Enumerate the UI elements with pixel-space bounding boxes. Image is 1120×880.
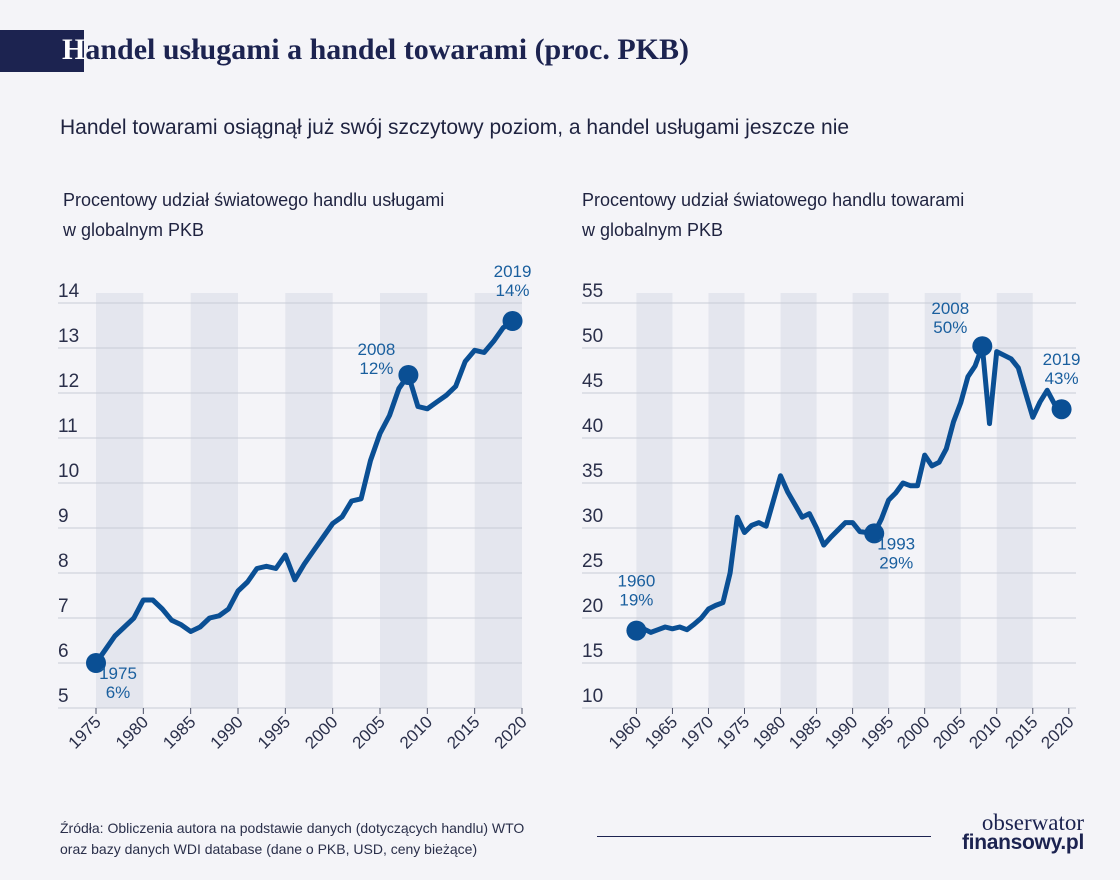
services-chart-title-line2: w globalnym PKB — [63, 220, 205, 240]
page-title: Handel usługami a handel towarami (proc.… — [62, 33, 689, 67]
goods-y-tick-label: 25 — [582, 551, 603, 572]
services-y-tick-label: 5 — [58, 686, 69, 707]
services-band — [285, 293, 333, 708]
goods-chart-title-line1: Procentowy udział światowego handlu towa… — [582, 190, 965, 210]
goods-highlight-point — [972, 336, 993, 357]
goods-band — [708, 293, 745, 708]
goods-y-tick-label: 20 — [582, 596, 603, 617]
goods-band — [780, 293, 817, 708]
goods-x-tick-label: 2005 — [929, 712, 969, 752]
services-chart-title-line1: Procentowy udział światowego handlu usłu… — [63, 190, 445, 210]
goods-x-tick-label: 2010 — [965, 712, 1005, 752]
goods-band — [924, 293, 961, 708]
logo-line-2: finansowy.pl — [961, 831, 1084, 854]
goods-x-tick-label: 2000 — [893, 712, 933, 752]
services-y-tick-label: 11 — [58, 416, 78, 437]
goods-x-tick-label: 2015 — [1001, 712, 1041, 752]
services-chart-title: Procentowy udział światowego handlu usłu… — [63, 185, 444, 245]
title-text: andel usługami a handel towarami (proc. … — [85, 33, 689, 66]
goods-highlight-point — [1051, 399, 1072, 420]
goods-x-tick-label: 1980 — [749, 712, 789, 752]
goods-y-tick-label: 35 — [582, 461, 603, 482]
services-y-tick-label: 13 — [58, 326, 79, 347]
services-band — [474, 293, 522, 708]
services-highlight-point — [398, 365, 419, 385]
goods-x-tick-label: 1985 — [785, 712, 825, 752]
services-highlight-year-label: 1975 — [99, 664, 137, 683]
goods-x-tick-label: 1975 — [713, 712, 753, 752]
services-highlight-value-label: 12% — [359, 359, 393, 378]
services-highlight-year-label: 2008 — [357, 340, 395, 359]
goods-x-tick-label: 2020 — [1037, 712, 1077, 752]
source-line-1: Źródła: Obliczenia autora na podstawie d… — [60, 820, 525, 836]
services-y-tick-label: 14 — [58, 281, 80, 302]
publisher-logo: obserwator finansowy.pl — [944, 810, 1084, 854]
services-band — [96, 293, 144, 708]
goods-highlight-year-label: 1960 — [617, 572, 655, 591]
goods-y-tick-label: 55 — [582, 281, 603, 302]
goods-x-tick-label: 1995 — [857, 712, 897, 752]
title-initial: H — [62, 33, 86, 66]
services-highlight-year-label: 2019 — [494, 262, 532, 281]
goods-x-tick-label: 1990 — [821, 712, 861, 752]
goods-x-tick-label: 1965 — [641, 712, 681, 752]
services-y-tick-label: 10 — [58, 461, 79, 482]
services-y-tick-label: 12 — [58, 371, 79, 392]
services-band — [380, 293, 428, 708]
goods-band — [636, 293, 673, 708]
services-highlight-point — [502, 311, 523, 331]
goods-highlight-value-label: 29% — [879, 553, 913, 572]
goods-series-line — [633, 343, 1065, 635]
goods-y-tick-label: 45 — [582, 371, 603, 392]
goods-chart-title: Procentowy udział światowego handlu towa… — [582, 185, 964, 245]
goods-y-tick-label: 15 — [582, 641, 603, 662]
goods-highlight-value-label: 19% — [619, 591, 653, 610]
goods-y-tick-label: 10 — [582, 686, 603, 707]
services-series-line — [93, 318, 515, 666]
goods-y-tick-label: 50 — [582, 326, 603, 347]
footer-divider — [597, 836, 931, 837]
services-highlight-value-label: 6% — [106, 683, 131, 702]
goods-y-tick-label: 30 — [582, 506, 603, 527]
goods-x-tick-label: 1970 — [677, 712, 717, 752]
goods-y-tick-label: 40 — [582, 416, 603, 437]
goods-highlight-year-label: 2019 — [1043, 350, 1081, 369]
goods-highlight-value-label: 50% — [933, 318, 967, 337]
goods-highlight-point — [626, 620, 647, 641]
goods-x-tick-label: 1960 — [605, 712, 645, 752]
services-band — [190, 293, 238, 708]
goods-highlight-year-label: 2008 — [931, 299, 969, 318]
services-y-tick-label: 9 — [58, 506, 69, 527]
services-y-tick-label: 7 — [58, 596, 69, 617]
goods-band — [852, 293, 889, 708]
goods-highlight-value-label: 43% — [1045, 369, 1079, 388]
source-note: Źródła: Obliczenia autora na podstawie d… — [60, 818, 524, 860]
services-y-tick-label: 6 — [58, 641, 69, 662]
logo-line-1: obserwator — [981, 810, 1084, 835]
goods-chart-title-line2: w globalnym PKB — [582, 220, 724, 240]
title-accent-bar — [0, 30, 84, 72]
goods-highlight-year-label: 1993 — [877, 534, 915, 553]
page-subtitle: Handel towarami osiągnął już swój szczyt… — [60, 116, 850, 139]
services-highlight-value-label: 14% — [496, 281, 530, 300]
services-y-tick-label: 8 — [58, 551, 69, 572]
goods-highlight-point — [864, 523, 885, 544]
services-highlight-point — [86, 653, 106, 673]
source-line-2: oraz bazy danych WDI database (dane o PK… — [60, 841, 478, 857]
